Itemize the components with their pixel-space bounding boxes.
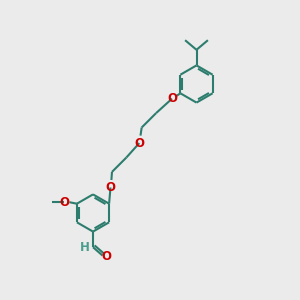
Text: O: O	[101, 250, 111, 263]
Text: O: O	[167, 92, 177, 105]
Text: O: O	[106, 181, 116, 194]
Text: H: H	[80, 241, 89, 254]
Text: O: O	[59, 196, 69, 209]
Text: O: O	[134, 136, 144, 150]
